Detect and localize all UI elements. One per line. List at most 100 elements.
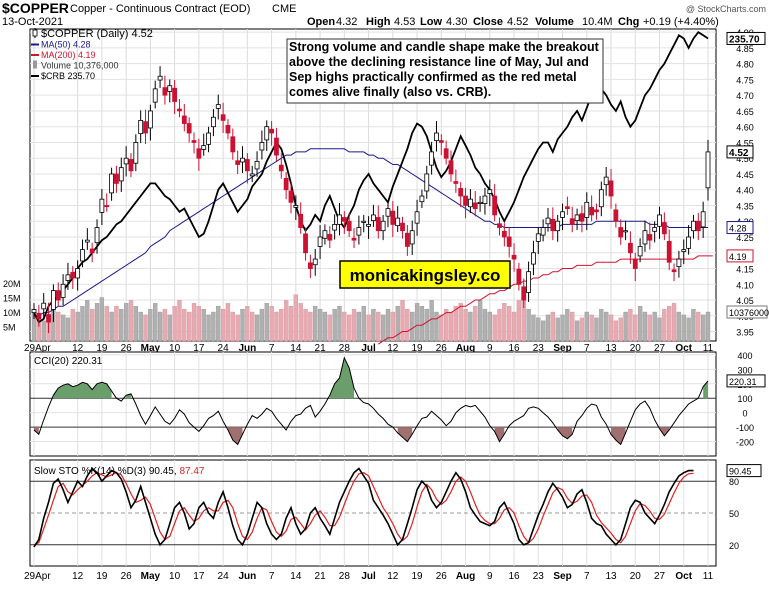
- candle-body: [114, 173, 119, 184]
- candle-body: [94, 227, 100, 244]
- volume-bar: [230, 311, 235, 342]
- price-candle: [705, 139, 711, 201]
- candle-body: [516, 268, 522, 285]
- price-candle: [157, 66, 163, 88]
- candle-body: [366, 223, 371, 227]
- price-candle: [109, 167, 114, 201]
- volume-bar: [143, 314, 148, 342]
- volume-bar: [482, 308, 488, 342]
- candle-body: [458, 188, 464, 197]
- price-candle: [346, 213, 352, 237]
- candle-body: [283, 177, 289, 191]
- volume-bar: [570, 311, 575, 342]
- price-candle: [317, 225, 323, 260]
- candle-body: [448, 160, 454, 175]
- sto-y-tick-label: 20: [729, 541, 739, 551]
- price-x-tick-label: 23: [533, 343, 545, 354]
- volume-bar: [448, 311, 454, 342]
- volume-bar: [70, 308, 75, 342]
- volume-bar: [259, 308, 265, 342]
- chart-exchange: CME: [272, 3, 296, 15]
- price-candle: [118, 157, 124, 192]
- brand-label[interactable]: monicakingsley.co: [339, 260, 511, 289]
- price-candle: [181, 104, 187, 132]
- price-candle: [307, 254, 313, 278]
- candle-body: [637, 246, 643, 257]
- price-x-tick-label: 19: [412, 343, 424, 354]
- candle-body: [327, 234, 333, 241]
- volume-bar: [657, 317, 662, 342]
- price-candle: [177, 98, 182, 118]
- price-candle: [657, 206, 662, 239]
- candle-body: [240, 157, 245, 163]
- candle-body: [211, 116, 216, 128]
- volume-bar: [60, 314, 66, 342]
- volume-bar: [114, 306, 119, 342]
- price-candle: [652, 221, 658, 243]
- volume-bar: [574, 320, 580, 342]
- last-value-text: 4.28: [729, 224, 747, 234]
- volume-bar: [681, 314, 686, 342]
- stockcharts-watermark: @ StockCharts.com: [686, 4, 766, 14]
- sto-x-tick-label: 21: [315, 571, 327, 582]
- volume-bar: [526, 308, 531, 342]
- volume-bar: [148, 308, 153, 342]
- volume-bar: [56, 311, 61, 342]
- price-candle: [569, 206, 575, 233]
- candle-body: [628, 242, 633, 254]
- candle-body: [400, 222, 405, 232]
- price-candle: [46, 302, 51, 334]
- volume-bar: [327, 314, 332, 342]
- sto-x-tick-label: 7: [584, 571, 590, 582]
- price-y-tick-label: 4.45: [736, 170, 754, 180]
- price-candle: [50, 284, 56, 323]
- price-candle: [438, 134, 444, 156]
- price-candle: [65, 262, 71, 290]
- price-y-tick-label: 4.10: [736, 280, 754, 290]
- volume-bar: [589, 314, 594, 342]
- candle-body: [55, 290, 61, 301]
- price-x-tick-label: 29Apr: [24, 343, 51, 354]
- volume-bar: [90, 308, 95, 342]
- price-x-tick-label: 13: [605, 343, 617, 354]
- last-value-box: [726, 305, 768, 319]
- candle-body: [681, 249, 687, 252]
- price-candle: [128, 153, 134, 178]
- candle-body: [46, 314, 51, 323]
- price-x-tick-label: 9: [487, 343, 493, 354]
- cci-last-box: [726, 374, 766, 388]
- candle-body: [501, 230, 507, 238]
- volume-bar: [279, 308, 284, 342]
- price-candle: [691, 214, 696, 239]
- volume-bar: [298, 303, 303, 342]
- candle-body: [269, 128, 274, 134]
- volume-bar: [313, 306, 318, 342]
- volume-bar: [337, 306, 342, 342]
- candle-body: [274, 137, 279, 156]
- candle-body: [705, 151, 711, 189]
- sto-x-tick-label: 11: [703, 571, 714, 582]
- volume-bar: [187, 311, 192, 342]
- price-candle: [341, 211, 347, 234]
- candle-body: [375, 217, 381, 232]
- chart-symbol: $COPPER: [2, 0, 69, 16]
- price-candle: [303, 227, 308, 261]
- price-candle: [419, 189, 425, 209]
- candle-body: [691, 220, 696, 232]
- candle-body: [346, 220, 352, 232]
- volume-bar: [671, 303, 677, 342]
- candle-body: [652, 227, 658, 232]
- volume-bar: [652, 311, 657, 342]
- cci-overbought-fill: [53, 382, 112, 399]
- volume-bar: [380, 314, 386, 342]
- price-candle: [550, 207, 556, 241]
- candle-body: [361, 220, 367, 223]
- volume-bar: [390, 311, 395, 342]
- price-y-tick-label: 4.80: [736, 60, 754, 70]
- sto-x-tick-label: Oct: [675, 571, 692, 582]
- candle-body: [84, 239, 90, 243]
- price-candle: [75, 260, 81, 291]
- price-candle: [700, 201, 706, 238]
- price-candle: [244, 153, 250, 184]
